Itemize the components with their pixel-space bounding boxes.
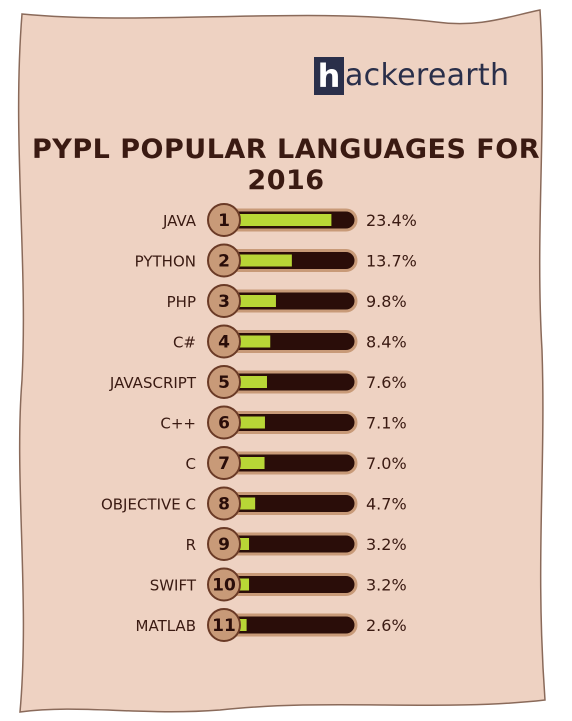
bar-fill: [236, 497, 256, 510]
category-label: SWIFT: [150, 577, 197, 595]
rank-number: 4: [218, 333, 230, 353]
category-label: MATLAB: [136, 617, 196, 635]
logo-wordmark: ackerearth: [345, 58, 510, 93]
logo-letter: h: [314, 57, 344, 95]
rank-badge: [207, 608, 241, 642]
rank-badge: [207, 486, 241, 521]
value-label: 2.6%: [366, 616, 407, 635]
bar-fill: [236, 376, 267, 388]
rank-badge: [207, 284, 241, 318]
value-label: 13.7%: [366, 252, 417, 271]
category-label: C#: [173, 334, 196, 352]
rank-badge: [207, 243, 241, 278]
rank-badge: [207, 527, 241, 561]
rank-number: 5: [218, 373, 230, 393]
bar-fill: [236, 295, 276, 307]
value-label: 23.4%: [366, 211, 417, 230]
rank-number: 6: [218, 414, 230, 434]
rank-number: 8: [218, 495, 230, 515]
rank-badge: [207, 324, 241, 359]
category-label: PYTHON: [135, 253, 196, 271]
category-label: JAVA: [162, 212, 197, 230]
bar-fill: [236, 416, 265, 429]
category-label: JAVASCRIPT: [109, 374, 197, 392]
value-label: 3.2%: [366, 576, 407, 595]
rank-number: 10: [212, 576, 236, 596]
value-label: 9.8%: [366, 292, 407, 311]
category-label: C: [186, 455, 196, 473]
rank-number: 3: [218, 292, 230, 312]
rank-number: 7: [218, 454, 230, 474]
rank-badge: [207, 365, 241, 399]
category-label: PHP: [167, 293, 196, 311]
bar-fill: [236, 214, 332, 226]
rank-badge: [207, 567, 241, 602]
hackerearth-logo: h ackerearth: [314, 56, 509, 96]
rank-number: 9: [218, 535, 230, 555]
value-label: 7.1%: [366, 414, 407, 433]
rank-number: 2: [218, 252, 230, 272]
bar-fill: [236, 254, 292, 267]
rank-badge: [207, 405, 241, 440]
value-label: 7.6%: [366, 373, 407, 392]
value-label: 4.7%: [366, 495, 407, 514]
chart-title: PYPL POPULAR LANGUAGES FOR 2016: [32, 134, 540, 196]
value-label: 8.4%: [366, 333, 407, 352]
rank-badge: [207, 446, 241, 480]
category-label: C++: [160, 415, 196, 433]
bar-fill: [236, 335, 271, 348]
rank-number: 1: [218, 211, 230, 231]
value-label: 3.2%: [366, 535, 407, 554]
rank-badge: [207, 203, 241, 237]
rank-number: 11: [212, 616, 236, 636]
bar-fill: [236, 457, 265, 469]
bar-fill: [236, 619, 247, 631]
value-label: 7.0%: [366, 454, 407, 473]
category-label: R: [186, 536, 196, 554]
category-label: OBJECTIVE C: [101, 496, 196, 514]
